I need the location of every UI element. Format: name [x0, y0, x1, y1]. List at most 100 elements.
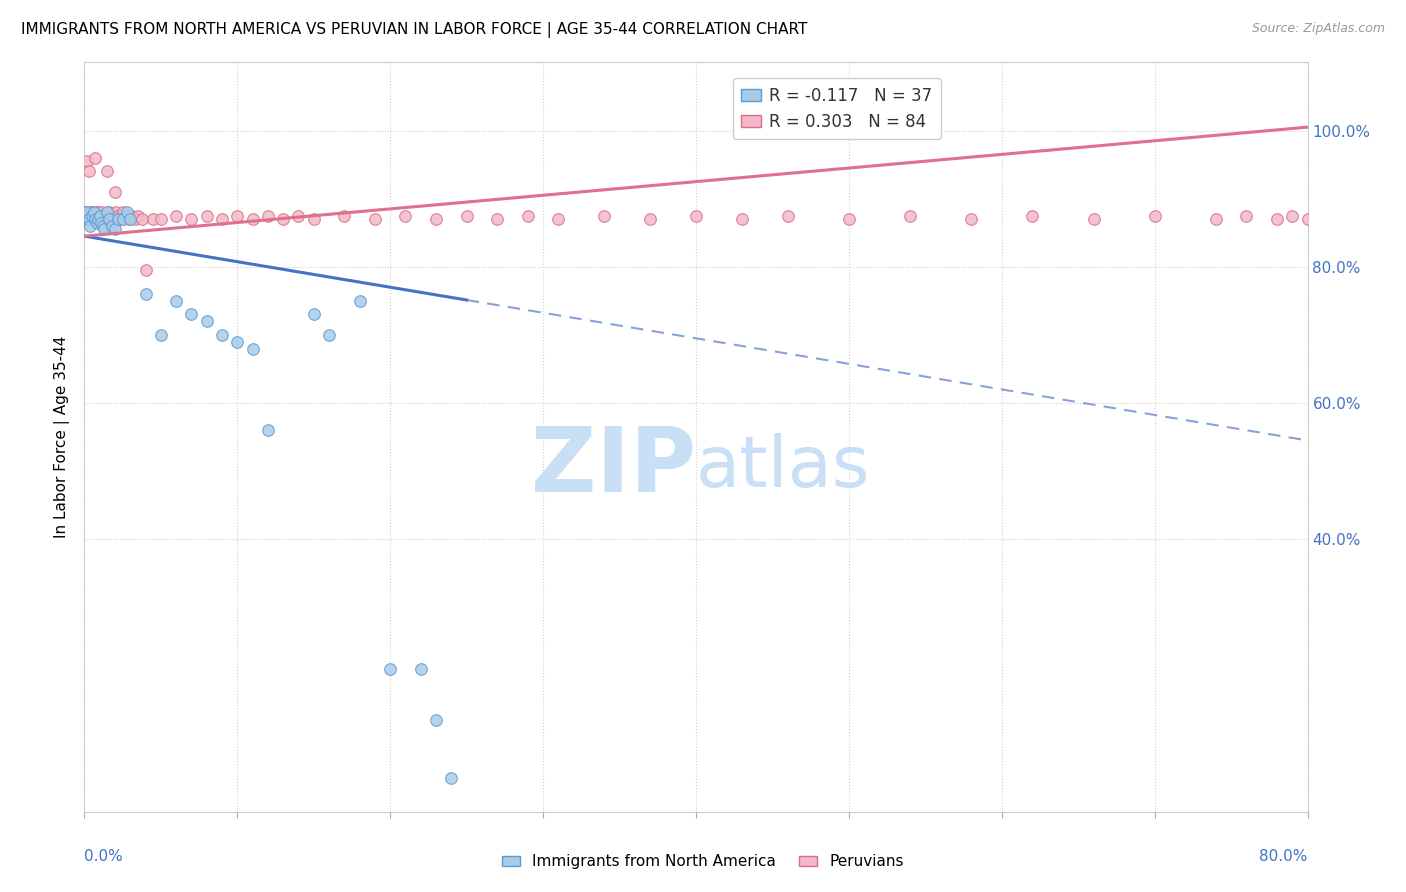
Point — [87, 209, 110, 223]
Point — [380, 662, 402, 676]
Point — [121, 209, 143, 223]
Point — [107, 209, 129, 223]
Point — [77, 212, 100, 227]
Point — [96, 212, 118, 227]
Text: atlas: atlas — [696, 433, 870, 501]
Text: 80.0%: 80.0% — [1260, 849, 1308, 864]
Point — [1021, 209, 1043, 223]
Point — [242, 212, 264, 227]
Point — [124, 212, 146, 227]
Point — [425, 212, 447, 227]
Point — [83, 205, 105, 219]
Point — [84, 212, 107, 227]
Point — [101, 219, 124, 233]
Point — [898, 209, 921, 223]
Legend: Immigrants from North America, Peruvians: Immigrants from North America, Peruvians — [496, 848, 910, 875]
Point — [302, 308, 325, 322]
Point — [75, 212, 97, 227]
Point — [211, 212, 233, 227]
Point — [91, 209, 114, 223]
Text: Source: ZipAtlas.com: Source: ZipAtlas.com — [1251, 22, 1385, 36]
Point — [409, 662, 432, 676]
Point — [593, 209, 616, 223]
Point — [165, 293, 187, 308]
Point — [77, 212, 100, 227]
Point — [131, 212, 153, 227]
Point — [180, 212, 202, 227]
Point — [111, 205, 134, 219]
Point — [318, 327, 340, 342]
Point — [86, 209, 108, 223]
Point — [90, 215, 112, 229]
Point — [93, 212, 115, 227]
Point — [84, 151, 107, 165]
Point — [103, 209, 125, 223]
Point — [115, 205, 138, 219]
Point — [394, 209, 416, 223]
Text: ZIP: ZIP — [531, 423, 696, 511]
Point — [86, 215, 108, 229]
Point — [111, 212, 134, 227]
Point — [516, 209, 538, 223]
Point — [242, 342, 264, 356]
Legend: R = -0.117   N = 37, R = 0.303   N = 84: R = -0.117 N = 37, R = 0.303 N = 84 — [733, 78, 941, 139]
Point — [271, 212, 294, 227]
Point — [302, 212, 325, 227]
Point — [257, 423, 280, 437]
Point — [79, 205, 101, 219]
Point — [440, 771, 463, 785]
Point — [76, 205, 98, 219]
Point — [79, 212, 101, 227]
Point — [80, 205, 103, 219]
Point — [110, 209, 132, 223]
Point — [101, 212, 124, 227]
Point — [135, 263, 157, 277]
Point — [127, 209, 149, 223]
Point — [83, 209, 105, 223]
Point — [685, 209, 707, 223]
Point — [105, 205, 128, 219]
Point — [87, 212, 110, 227]
Point — [135, 287, 157, 301]
Point — [97, 212, 120, 227]
Point — [960, 212, 983, 227]
Point — [76, 154, 98, 169]
Point — [76, 212, 98, 227]
Point — [108, 212, 131, 227]
Point — [83, 212, 105, 227]
Text: 0.0%: 0.0% — [84, 849, 124, 864]
Point — [104, 185, 127, 199]
Point — [349, 293, 371, 308]
Point — [96, 209, 118, 223]
Point — [547, 212, 569, 227]
Point — [364, 212, 387, 227]
Point — [180, 308, 202, 322]
Point — [97, 205, 120, 219]
Point — [776, 209, 799, 223]
Point — [1265, 212, 1288, 227]
Point — [142, 212, 165, 227]
Point — [257, 209, 280, 223]
Point — [77, 209, 100, 223]
Point — [89, 209, 111, 223]
Point — [638, 212, 661, 227]
Point — [1281, 209, 1303, 223]
Point — [226, 209, 249, 223]
Point — [98, 209, 121, 223]
Point — [93, 222, 115, 236]
Point — [1143, 209, 1166, 223]
Point — [120, 212, 142, 227]
Point — [87, 205, 110, 219]
Point — [195, 314, 218, 328]
Point — [333, 209, 356, 223]
Point — [226, 334, 249, 349]
Point — [75, 205, 97, 219]
Point — [94, 209, 117, 223]
Point — [838, 212, 860, 227]
Point — [77, 164, 100, 178]
Point — [287, 209, 309, 223]
Point — [149, 327, 172, 342]
Point — [486, 212, 509, 227]
Point — [76, 209, 98, 223]
Point — [1236, 209, 1258, 223]
